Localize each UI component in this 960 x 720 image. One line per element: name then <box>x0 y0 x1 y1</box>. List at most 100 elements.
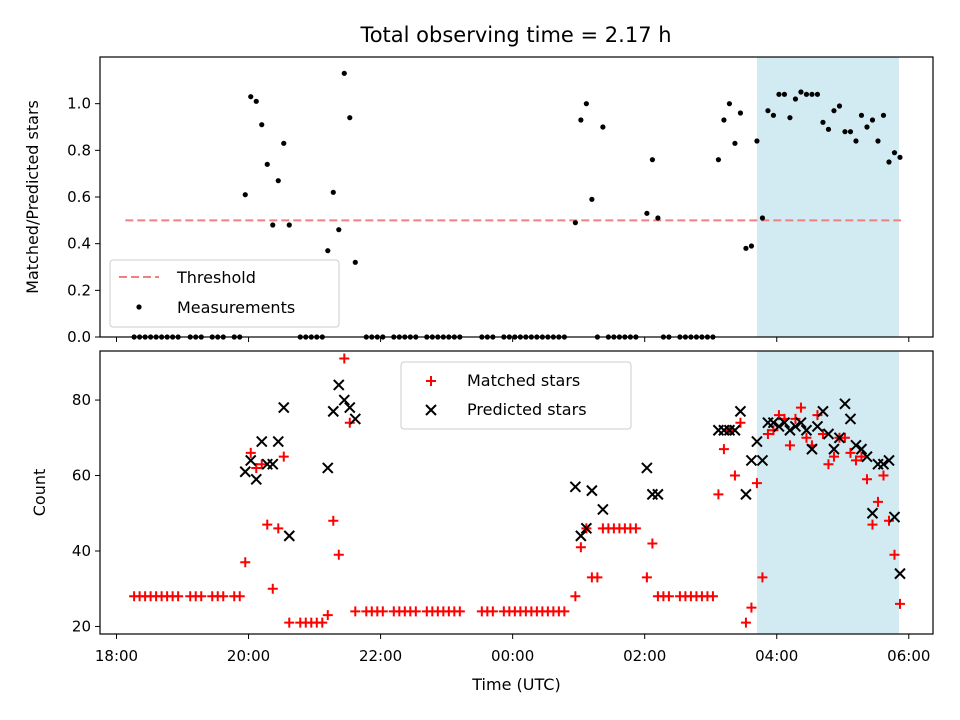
measurement-point <box>875 138 881 144</box>
measurement-point <box>242 192 248 198</box>
measurement-point <box>776 91 782 97</box>
matched-star-point <box>240 557 251 568</box>
measurement-point <box>583 101 589 107</box>
measurement-point <box>770 112 777 118</box>
y-tick-label: 80 <box>72 391 91 409</box>
matched-star-point <box>839 432 850 443</box>
matched-star-point <box>262 519 273 530</box>
x-tick-label: 06:00 <box>887 647 930 665</box>
x-tick-label: 02:00 <box>623 647 666 665</box>
measurement-point <box>853 138 859 144</box>
x-tick-label: 04:00 <box>755 647 798 665</box>
predicted-star-point <box>740 488 752 501</box>
measurement-point <box>270 222 276 228</box>
predicted-star-point <box>877 458 890 470</box>
measurement-point <box>715 157 722 163</box>
x-tick-label: 22:00 <box>359 647 402 665</box>
legend-threshold-label: Threshold <box>176 268 256 287</box>
y-axis-label: Count <box>30 469 49 517</box>
axes-frame <box>99 56 934 338</box>
measurement-point <box>248 94 254 100</box>
predicted-star-point <box>267 458 279 470</box>
matched-star-point <box>795 402 806 413</box>
matched-star-point <box>867 519 878 530</box>
matched-star-point <box>707 591 718 602</box>
predicted-star-point <box>850 439 862 452</box>
predicted-star-point <box>575 530 587 542</box>
matched-star-point <box>641 572 652 583</box>
measurement-point <box>330 189 336 195</box>
matched-star-point <box>173 591 184 602</box>
matched-star-point <box>592 572 603 583</box>
predicted-star-point <box>773 420 785 433</box>
measurement-point <box>820 119 826 125</box>
predicted-star-point <box>646 488 659 501</box>
measurement-point <box>798 89 804 95</box>
measurement-point <box>253 98 259 104</box>
measurement-point <box>286 222 292 228</box>
predicted-star-point <box>344 401 356 414</box>
predicted-star-point <box>784 424 796 436</box>
predicted-star-point <box>883 454 895 467</box>
matched-star-point <box>713 489 724 500</box>
predicted-star-point <box>586 484 598 497</box>
matched-star-point <box>256 459 267 470</box>
legend-box <box>109 259 340 328</box>
predicted-star-point <box>283 530 295 542</box>
matched-star-point <box>812 410 823 421</box>
predicted-star-point <box>641 462 653 474</box>
matched-star-point <box>878 470 889 481</box>
matched-star-point <box>801 432 812 443</box>
matched-star-point <box>245 447 256 458</box>
matched-star-point <box>850 455 861 466</box>
predicted-star-point <box>272 435 284 448</box>
predicted-star-point <box>888 511 901 523</box>
measurement-point <box>264 161 270 167</box>
measurement-point <box>792 96 799 102</box>
matched-star-point <box>196 591 207 602</box>
measurement-point <box>589 196 595 202</box>
y-tick-label: 40 <box>72 542 91 560</box>
predicted-star-point <box>817 405 829 418</box>
matched-star-point <box>729 470 740 481</box>
predicted-star-point <box>866 507 879 519</box>
legend-measurement-swatch <box>136 304 142 310</box>
matched-star-point <box>740 617 751 628</box>
matched-star-point <box>872 496 883 507</box>
legend-matched-swatch <box>426 376 436 386</box>
matched-star-point <box>278 451 289 462</box>
matched-star-point <box>333 549 344 560</box>
measurement-point <box>781 91 788 97</box>
predicted-star-point <box>712 424 725 436</box>
predicted-star-point <box>822 428 835 440</box>
ratio-panel: 0.0 0.2 0.4 0.6 0.8 1.0 Matched/Predicted star… <box>23 56 934 346</box>
predicted-star-point <box>833 432 846 444</box>
measurement-point <box>759 215 766 221</box>
observing-window <box>756 57 899 337</box>
matched-star-point <box>350 606 361 617</box>
matched-star-point <box>322 610 333 621</box>
measurement-point <box>842 129 848 135</box>
predicted-star-point <box>322 462 334 474</box>
predicted-star-point <box>767 416 780 429</box>
matched-star-point <box>328 515 339 526</box>
y-tick-label: 0.8 <box>67 141 91 159</box>
legend-predicted-label: Predicted stars <box>467 400 587 419</box>
predicted-star-point <box>250 473 262 486</box>
legend-predicted-swatch <box>425 404 437 416</box>
x-tick-label: 18:00 <box>95 647 138 665</box>
predicted-star-point <box>811 420 824 433</box>
predicted-star-point <box>349 413 361 425</box>
matched-star-point <box>410 606 421 617</box>
measurement-point <box>836 103 843 109</box>
measurement-point <box>858 112 865 118</box>
matched-star-point <box>575 542 586 553</box>
matched-star-point <box>218 591 229 602</box>
matched-star-point <box>234 591 245 602</box>
y-tick-label: 20 <box>72 617 91 635</box>
measurement-point <box>891 150 898 156</box>
matched-star-point <box>735 417 746 428</box>
predicted-star-point <box>855 443 868 455</box>
x-tick-label: 20:00 <box>227 647 270 665</box>
